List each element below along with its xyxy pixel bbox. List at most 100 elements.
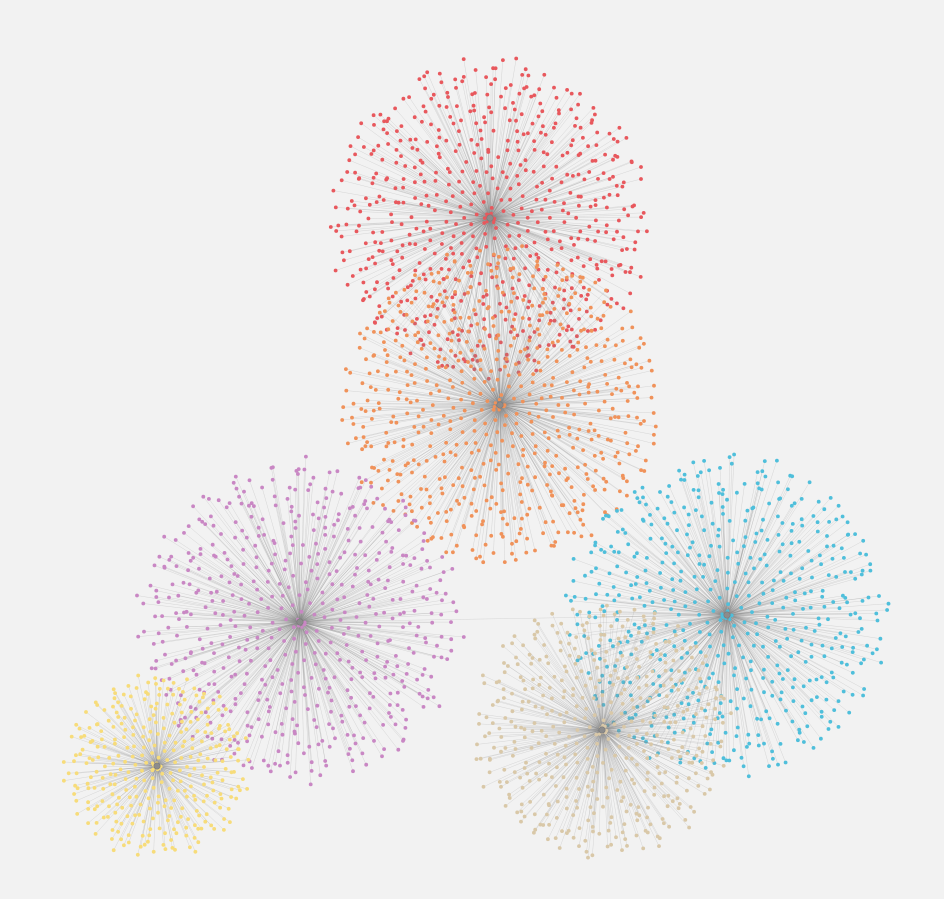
node: [404, 553, 409, 558]
edge: [428, 217, 491, 333]
node: [499, 481, 503, 486]
node: [200, 660, 205, 665]
node: [601, 476, 606, 481]
node: [315, 703, 320, 708]
node: [363, 444, 368, 448]
node: [662, 598, 666, 602]
edge: [726, 606, 825, 616]
node: [839, 546, 844, 551]
edge: [489, 88, 525, 219]
node: [720, 505, 725, 509]
node: [519, 384, 523, 389]
edge: [726, 574, 829, 616]
node: [682, 505, 686, 510]
edge: [499, 385, 655, 406]
node: [447, 331, 452, 336]
node: [243, 647, 248, 652]
node: [647, 588, 652, 593]
node: [519, 434, 524, 438]
edge: [272, 467, 301, 623]
node: [669, 607, 673, 611]
node: [575, 334, 579, 339]
edge: [438, 129, 491, 219]
edge: [299, 621, 435, 657]
edge: [489, 89, 568, 219]
node: [532, 451, 537, 456]
node: [577, 307, 582, 312]
node: [658, 657, 662, 662]
edge: [726, 574, 862, 616]
node: [770, 749, 774, 754]
edge: [726, 614, 814, 748]
node: [624, 136, 629, 140]
node: [602, 195, 606, 200]
node: [545, 152, 550, 157]
node: [415, 524, 419, 529]
node: [721, 512, 725, 516]
node: [638, 336, 643, 340]
node: [630, 325, 635, 330]
node: [746, 774, 751, 779]
edge: [243, 491, 301, 623]
node: [445, 337, 450, 342]
node: [593, 198, 598, 203]
edge: [726, 597, 846, 616]
node: [859, 572, 864, 577]
node: [847, 710, 852, 715]
edge: [700, 472, 728, 616]
edge: [705, 614, 728, 768]
node: [176, 593, 181, 598]
node: [762, 741, 766, 746]
node: [335, 597, 340, 602]
node: [496, 333, 501, 338]
node: [514, 539, 519, 544]
node: [351, 769, 355, 774]
node: [404, 397, 409, 402]
node: [521, 447, 525, 452]
edge: [158, 621, 301, 634]
node: [582, 327, 586, 332]
edge: [595, 594, 728, 616]
node: [222, 551, 227, 555]
node: [749, 687, 754, 692]
node: [705, 663, 709, 668]
node: [687, 523, 691, 527]
node: [154, 595, 159, 599]
edge: [406, 335, 501, 406]
node: [797, 727, 802, 732]
node: [842, 556, 846, 560]
node: [451, 385, 455, 389]
node: [307, 555, 312, 559]
node: [309, 760, 314, 765]
node: [564, 593, 568, 598]
node: [375, 641, 380, 646]
edge: [489, 217, 529, 308]
edge: [442, 404, 501, 494]
node: [702, 528, 706, 533]
node: [459, 241, 464, 245]
node: [272, 494, 277, 499]
edge: [299, 621, 429, 691]
node: [629, 159, 634, 164]
edge: [299, 527, 326, 623]
edge: [489, 217, 635, 250]
edge: [166, 621, 301, 696]
node: [503, 364, 507, 369]
node: [521, 298, 526, 302]
node: [549, 383, 554, 388]
edge: [726, 553, 861, 616]
edge: [299, 621, 386, 678]
node: [366, 257, 371, 261]
node: [416, 330, 421, 335]
edge: [299, 520, 339, 623]
node: [721, 487, 725, 492]
core-node: [300, 625, 304, 629]
node: [473, 312, 478, 317]
node: [435, 306, 440, 311]
node: [645, 556, 649, 560]
edge: [350, 372, 501, 406]
node: [308, 601, 312, 605]
node: [693, 600, 697, 604]
edge: [489, 217, 626, 273]
node: [212, 651, 216, 655]
